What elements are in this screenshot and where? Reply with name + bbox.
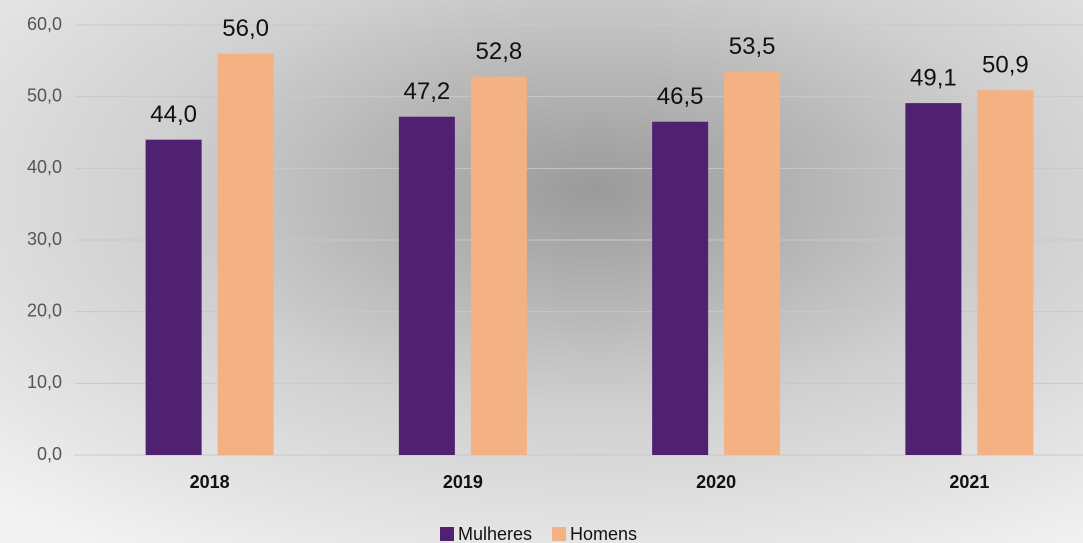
value-label: 44,0 (150, 101, 197, 128)
value-label: 46,5 (657, 83, 704, 110)
x-tick-label: 2019 (443, 472, 483, 492)
y-tick-label: 0,0 (37, 444, 62, 464)
y-tick-label: 30,0 (27, 229, 62, 249)
legend-label: Mulheres (458, 524, 532, 543)
y-tick-label: 60,0 (27, 14, 62, 34)
y-tick-label: 10,0 (27, 372, 62, 392)
bar (398, 116, 455, 455)
bar (652, 121, 709, 455)
bar (905, 103, 962, 455)
x-tick-label: 2018 (190, 472, 230, 492)
value-label: 56,0 (222, 15, 269, 42)
legend-swatch (552, 527, 567, 541)
legend-label: Homens (570, 524, 637, 543)
y-tick-label: 50,0 (27, 85, 62, 105)
x-tick-label: 2021 (949, 472, 989, 492)
bar (724, 71, 781, 455)
y-tick-label: 20,0 (27, 300, 62, 320)
x-tick-label: 2020 (696, 472, 736, 492)
value-label: 47,2 (404, 78, 451, 105)
value-label: 52,8 (476, 38, 523, 65)
legend-swatch (440, 527, 454, 541)
bar (217, 53, 274, 456)
y-tick-label: 40,0 (27, 157, 62, 177)
bar (977, 90, 1034, 455)
bar (470, 76, 527, 455)
value-label: 53,5 (729, 33, 776, 60)
value-label: 49,1 (910, 64, 957, 91)
bar (145, 139, 202, 455)
value-label: 50,9 (982, 52, 1029, 79)
